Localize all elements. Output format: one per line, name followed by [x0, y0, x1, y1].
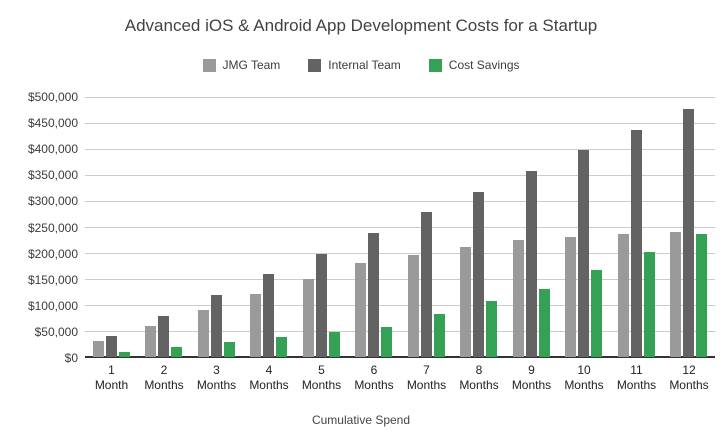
- bar-cost-savings-3-months: [223, 342, 235, 357]
- x-tick-label: 7 Months: [406, 363, 447, 392]
- legend-swatch-icon: [428, 58, 442, 72]
- x-tick-label: 12 Months: [669, 363, 709, 392]
- bar-cost-savings-11-months: [643, 252, 655, 357]
- legend-label: Cost Savings: [448, 58, 520, 72]
- bar-internal-team-8-months: [473, 191, 485, 357]
- bar-jmg-team-8-months: [460, 247, 472, 357]
- y-tick-label: $250,000: [27, 220, 78, 235]
- y-tick-label: $0: [64, 351, 78, 365]
- legend-item-internal-team: Internal Team: [308, 58, 401, 72]
- bar-cost-savings-8-months: [486, 301, 498, 357]
- plot-area: [85, 96, 715, 358]
- legend-label: Internal Team: [328, 58, 401, 72]
- bar-internal-team-9-months: [525, 171, 537, 357]
- bar-cost-savings-5-months: [328, 332, 340, 357]
- y-tick-label: $400,000: [27, 142, 78, 157]
- gridline: [85, 122, 715, 124]
- x-tick-label: 9 Months: [511, 363, 552, 392]
- y-tick-label: $150,000: [27, 272, 78, 287]
- y-tick-label: $350,000: [27, 168, 78, 183]
- x-tick-label: 1 Month: [94, 363, 129, 392]
- chart-title: Advanced iOS & Android App Development C…: [124, 16, 598, 35]
- legend-swatch-icon: [308, 58, 322, 72]
- bar-cost-savings-1-month: [118, 352, 130, 357]
- bar-jmg-team-3-months: [197, 310, 209, 357]
- bar-internal-team-7-months: [420, 212, 432, 357]
- x-tick-label: 2 Months: [144, 363, 184, 392]
- gridline: [85, 305, 715, 307]
- x-axis-title: Cumulative Spend: [311, 413, 411, 427]
- legend-label: JMG Team: [222, 58, 281, 72]
- gridline: [85, 331, 715, 333]
- bar-jmg-team-11-months: [617, 234, 629, 357]
- x-tick-label: 5 Months: [301, 363, 342, 392]
- x-tick-label: 8 Months: [459, 363, 499, 392]
- x-tick-label: 3 Months: [196, 363, 237, 392]
- gridline: [85, 253, 715, 255]
- x-tick-label: 4 Months: [249, 363, 289, 392]
- bar-internal-team-1-month: [105, 336, 117, 357]
- bar-cost-savings-10-months: [591, 270, 603, 357]
- bar-cost-savings-7-months: [433, 314, 445, 357]
- bar-jmg-team-6-months: [355, 263, 367, 357]
- gridline: [85, 200, 715, 202]
- bar-jmg-team-4-months: [250, 294, 262, 357]
- bar-internal-team-2-months: [158, 315, 170, 357]
- x-tick-label: 6 Months: [354, 363, 394, 392]
- bar-cost-savings-6-months: [381, 327, 393, 357]
- bar-internal-team-12-months: [683, 109, 695, 357]
- bar-internal-team-5-months: [315, 253, 327, 357]
- gridline: [85, 148, 715, 150]
- bar-jmg-team-12-months: [670, 231, 682, 357]
- bar-jmg-team-5-months: [302, 278, 314, 357]
- bar-internal-team-10-months: [578, 150, 590, 357]
- bar-internal-team-4-months: [263, 274, 275, 357]
- gridline: [85, 96, 715, 98]
- y-tick-label: $200,000: [27, 246, 78, 261]
- bar-jmg-team-10-months: [565, 236, 577, 357]
- bar-jmg-team-2-months: [145, 325, 157, 357]
- bar-jmg-team-1-month: [92, 341, 104, 357]
- legend-swatch-icon: [202, 58, 216, 72]
- gridline: [85, 279, 715, 281]
- bar-internal-team-11-months: [630, 129, 642, 357]
- bar-jmg-team-7-months: [407, 255, 419, 357]
- y-tick-label: $300,000: [27, 194, 78, 209]
- y-tick-label: $500,000: [27, 90, 78, 104]
- bar-cost-savings-2-months: [171, 347, 183, 357]
- bar-cost-savings-9-months: [538, 288, 550, 357]
- legend-item-jmg-team: JMG Team: [202, 58, 281, 72]
- legend-item-cost-savings: Cost Savings: [428, 58, 520, 72]
- gridline: [85, 227, 715, 228]
- x-tick-label: 10 Months: [564, 363, 604, 392]
- x-tick-label: 11 Months: [616, 363, 657, 392]
- y-tick-label: $50,000: [34, 324, 78, 339]
- bar-cost-savings-12-months: [696, 234, 708, 357]
- x-axis-line: [85, 356, 715, 358]
- bar-internal-team-6-months: [368, 233, 380, 357]
- y-tick-label: $450,000: [27, 116, 78, 131]
- gridline: [85, 174, 715, 176]
- chart-legend: JMG Team Internal Team Cost Savings: [0, 58, 722, 72]
- y-tick-label: $100,000: [27, 298, 78, 313]
- bar-internal-team-3-months: [210, 295, 222, 357]
- bar-cost-savings-4-months: [276, 337, 288, 357]
- bar-jmg-team-9-months: [512, 239, 524, 357]
